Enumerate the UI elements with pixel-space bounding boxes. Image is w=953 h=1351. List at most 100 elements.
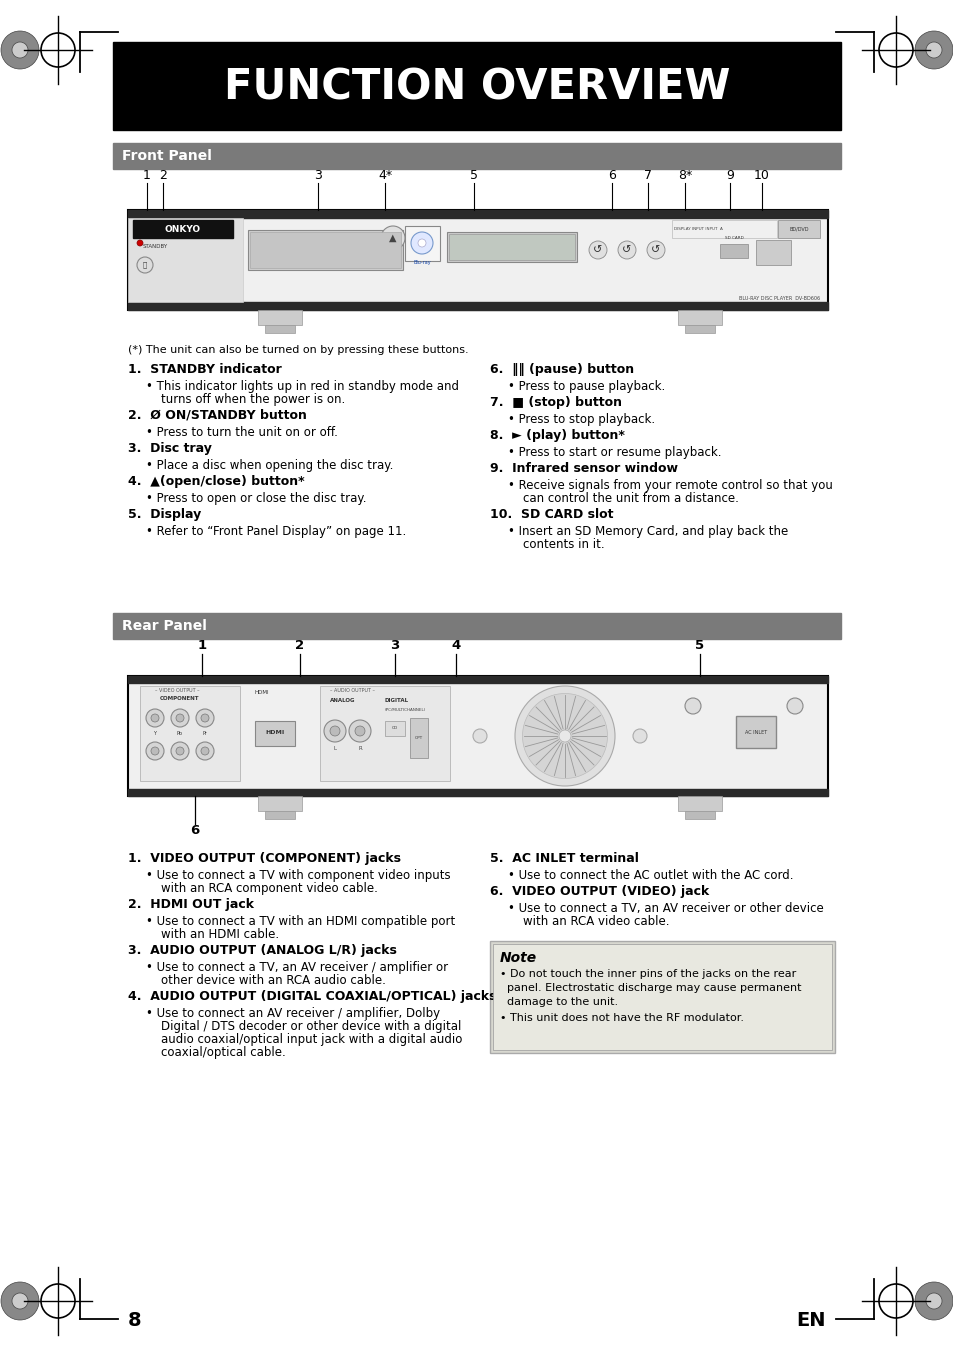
Circle shape (201, 713, 209, 721)
Circle shape (151, 747, 159, 755)
Circle shape (558, 730, 571, 742)
Text: 4.  AUDIO OUTPUT (DIGITAL COAXIAL/OPTICAL) jacks: 4. AUDIO OUTPUT (DIGITAL COAXIAL/OPTICAL… (128, 990, 496, 1002)
Text: other device with an RCA audio cable.: other device with an RCA audio cable. (146, 974, 385, 988)
Circle shape (646, 240, 664, 259)
Text: 3.  AUDIO OUTPUT (ANALOG L/R) jacks: 3. AUDIO OUTPUT (ANALOG L/R) jacks (128, 944, 396, 957)
Circle shape (175, 747, 184, 755)
Text: with an RCA component video cable.: with an RCA component video cable. (146, 882, 377, 894)
Bar (720, 245, 747, 258)
Text: HDMI: HDMI (254, 690, 270, 694)
Text: R: R (357, 746, 361, 751)
Text: audio coaxial/optical input jack with a digital audio: audio coaxial/optical input jack with a … (146, 1034, 462, 1046)
Bar (112, 42, 841, 130)
Bar (128, 218, 243, 303)
Text: ↺: ↺ (621, 245, 631, 255)
Text: 2.  Ø ON/STANDBY button: 2. Ø ON/STANDBY button (128, 409, 307, 422)
Text: 2: 2 (295, 639, 304, 653)
Text: BLU-RAY DISC PLAYER  DV-BD606: BLU-RAY DISC PLAYER DV-BD606 (739, 296, 820, 301)
Circle shape (175, 713, 184, 721)
Text: Blu-ray: Blu-ray (413, 259, 431, 265)
Text: • Use to connect an AV receiver / amplifier, Dolby: • Use to connect an AV receiver / amplif… (146, 1006, 439, 1020)
Text: 5.  Display: 5. Display (128, 508, 201, 521)
Text: Y: Y (153, 731, 156, 736)
Circle shape (786, 698, 802, 713)
Text: 6: 6 (607, 169, 616, 182)
Text: 5: 5 (470, 169, 477, 182)
Bar (493, 944, 831, 1050)
Bar (405, 226, 439, 261)
Bar (254, 721, 294, 746)
Text: with an HDMI cable.: with an HDMI cable. (146, 928, 279, 942)
Circle shape (522, 693, 607, 778)
Text: 7.  ■ (stop) button: 7. ■ (stop) button (490, 396, 621, 409)
Bar (128, 209, 827, 218)
Text: 5: 5 (695, 639, 704, 653)
Text: coaxial/optical cable.: coaxial/optical cable. (146, 1046, 286, 1059)
Text: • Refer to “Front Panel Display” on page 11.: • Refer to “Front Panel Display” on page… (146, 526, 406, 538)
Bar (755, 240, 790, 265)
Text: ↺: ↺ (593, 245, 602, 255)
Bar (128, 303, 827, 309)
Text: • Do not touch the inner pins of the jacks on the rear: • Do not touch the inner pins of the jac… (499, 969, 796, 979)
Text: BD/DVD: BD/DVD (788, 227, 808, 231)
Bar (684, 326, 714, 332)
Text: DISPLAY INPUT INPUT  A: DISPLAY INPUT INPUT A (673, 227, 722, 231)
Text: (*) The unit can also be turned on by pressing these buttons.: (*) The unit can also be turned on by pr… (128, 345, 468, 355)
Text: • Use to connect a TV with component video inputs: • Use to connect a TV with component vid… (146, 869, 450, 882)
Bar (132, 220, 233, 238)
Bar (257, 796, 302, 811)
Text: – AUDIO OUTPUT –: – AUDIO OUTPUT – (330, 688, 375, 693)
Text: AC INLET: AC INLET (744, 730, 766, 735)
Text: • This indicator lights up in red in standby mode and: • This indicator lights up in red in sta… (146, 380, 458, 393)
Bar (490, 942, 834, 1052)
Text: EN: EN (796, 1310, 825, 1329)
Text: 10: 10 (753, 169, 769, 182)
Text: CO: CO (392, 725, 397, 730)
Text: 2: 2 (159, 169, 167, 182)
Circle shape (925, 42, 941, 58)
Text: 10.  SD CARD slot: 10. SD CARD slot (490, 508, 613, 521)
Text: 6.  ‖‖ (pause) button: 6. ‖‖ (pause) button (490, 363, 634, 376)
Text: 4.  ▲(open/close) button*: 4. ▲(open/close) button* (128, 476, 304, 488)
Circle shape (417, 239, 426, 247)
Text: 4: 4 (451, 639, 460, 653)
Text: can control the unit from a distance.: can control the unit from a distance. (507, 492, 739, 505)
Text: 7: 7 (643, 169, 651, 182)
Circle shape (914, 1282, 952, 1320)
Text: (PC/MULTICHANNEL): (PC/MULTICHANNEL) (385, 708, 426, 712)
Circle shape (171, 742, 189, 761)
Circle shape (684, 698, 700, 713)
Text: Pr: Pr (202, 731, 207, 736)
Circle shape (146, 742, 164, 761)
Bar (678, 796, 721, 811)
Text: – VIDEO OUTPUT –: – VIDEO OUTPUT – (154, 688, 199, 693)
Text: 6: 6 (191, 824, 199, 838)
Circle shape (330, 725, 339, 736)
Circle shape (171, 709, 189, 727)
Text: HDMI: HDMI (265, 731, 284, 735)
Bar (128, 676, 827, 684)
Circle shape (914, 31, 952, 69)
Bar (671, 220, 776, 238)
Circle shape (633, 730, 646, 743)
Text: 3.  Disc tray: 3. Disc tray (128, 442, 212, 455)
Circle shape (324, 720, 346, 742)
Text: Rear Panel: Rear Panel (122, 619, 207, 634)
Text: damage to the unit.: damage to the unit. (499, 997, 618, 1006)
Text: • Press to start or resume playback.: • Press to start or resume playback. (507, 446, 720, 459)
Bar (410, 717, 428, 758)
Bar (385, 721, 405, 736)
Text: panel. Electrostatic discharge may cause permanent: panel. Electrostatic discharge may cause… (499, 984, 801, 993)
Circle shape (1, 31, 39, 69)
Bar (778, 220, 820, 238)
Bar (128, 209, 827, 309)
Bar (265, 811, 294, 819)
Circle shape (137, 240, 143, 246)
Text: • Press to pause playback.: • Press to pause playback. (507, 380, 664, 393)
Text: 8.  ► (play) button*: 8. ► (play) button* (490, 430, 624, 442)
Circle shape (515, 686, 615, 786)
Bar (112, 613, 841, 639)
Circle shape (195, 709, 213, 727)
Text: • Use to connect the AC outlet with the AC cord.: • Use to connect the AC outlet with the … (507, 869, 793, 882)
Text: ↺: ↺ (651, 245, 660, 255)
